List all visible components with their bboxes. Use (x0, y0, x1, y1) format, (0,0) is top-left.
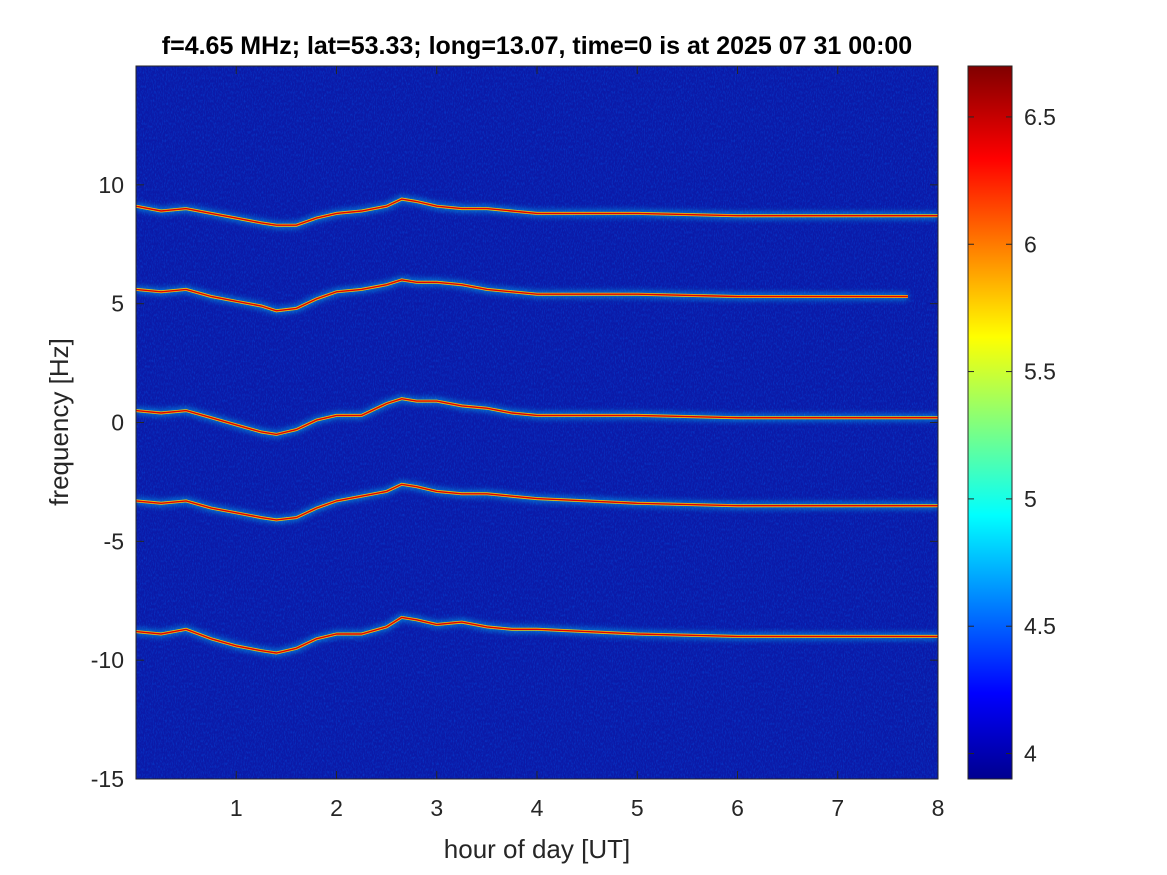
x-tick-label: 3 (430, 795, 443, 821)
series-core-2 (136, 397, 938, 436)
series-core-0 (136, 198, 938, 226)
series-core-3 (136, 483, 938, 521)
colorbar-tick-label: 4.5 (1024, 613, 1056, 639)
chart-title: f=4.65 MHz; lat=53.33; long=13.07, time=… (162, 32, 912, 60)
colorbar-tick-label: 4 (1024, 741, 1037, 767)
series-core-1 (136, 279, 908, 312)
y-tick-label: -15 (91, 766, 124, 792)
x-axis-ticks: 1 2 3 4 5 6 7 8 (230, 66, 945, 821)
x-axis-label: hour of day [UT] (444, 834, 630, 864)
colorbar-ticks: 4 4.5 5 5.5 6 6.5 (968, 104, 1056, 767)
x-tick-label: 1 (230, 795, 243, 821)
colorbar: 4 4.5 5 5.5 6 6.5 (967, 65, 1056, 780)
colorbar-frame (967, 65, 1013, 780)
series-core-4 (136, 616, 938, 654)
y-axis-label: frequency [Hz] (44, 338, 74, 506)
plot-area (135, 65, 939, 780)
x-tick-label: 2 (330, 795, 343, 821)
y-axis-ticks: -15 -10 -5 0 5 10 (91, 172, 938, 792)
series-layer (136, 195, 938, 657)
colorbar-tick-label: 6 (1024, 231, 1037, 257)
y-tick-label: 0 (111, 410, 124, 436)
colorbar-gradient (968, 66, 1012, 779)
x-tick-label: 7 (831, 795, 844, 821)
y-tick-label: -5 (104, 528, 124, 554)
x-tick-label: 5 (631, 795, 644, 821)
plot-noise (136, 66, 938, 779)
x-tick-label: 4 (531, 795, 544, 821)
colorbar-tick-label: 6.5 (1024, 104, 1056, 130)
y-tick-label: -10 (91, 647, 124, 673)
x-tick-label: 8 (932, 795, 945, 821)
colorbar-tick-label: 5 (1024, 486, 1037, 512)
y-tick-label: 10 (98, 172, 124, 198)
y-tick-label: 5 (111, 291, 124, 317)
x-tick-label: 6 (731, 795, 744, 821)
colorbar-tick-label: 5.5 (1024, 359, 1056, 385)
